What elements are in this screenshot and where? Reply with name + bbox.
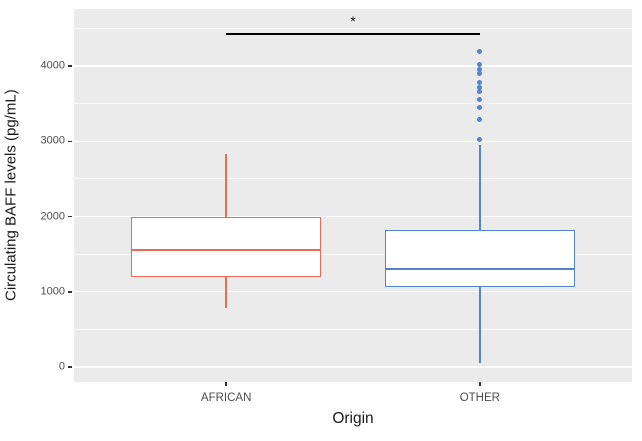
whisker-upper — [225, 154, 227, 217]
y-tick-mark — [68, 366, 72, 368]
median-line — [131, 248, 322, 252]
boxplot-african — [74, 9, 632, 382]
gridline-major — [74, 291, 632, 293]
whisker-lower — [225, 277, 227, 308]
y-tick-mark — [68, 215, 72, 218]
gridline-minor — [74, 178, 632, 180]
y-tick-label: 3000 — [40, 134, 65, 147]
outlier-dot — [477, 137, 483, 143]
gridline-minor — [74, 328, 632, 330]
gridline-major — [74, 366, 632, 368]
x-tick-label-african: AFRICAN — [200, 392, 252, 404]
y-tick-mark — [68, 291, 72, 293]
x-tick-mark — [225, 382, 227, 386]
median-line — [384, 267, 575, 271]
y-tick-label: 2000 — [40, 210, 65, 223]
y-tick-label: 0 — [58, 360, 65, 373]
outlier-dot — [477, 61, 483, 67]
gridline-minor — [74, 103, 632, 105]
whisker-lower — [479, 287, 481, 364]
y-tick-label: 4000 — [40, 59, 65, 72]
box-iqr — [384, 229, 575, 288]
outlier-dot — [477, 66, 483, 72]
outlier-dot — [477, 48, 483, 54]
y-tick-mark — [68, 65, 72, 67]
gridline-major — [74, 140, 632, 143]
outlier-dot — [477, 117, 483, 123]
significance-star: * — [350, 12, 356, 29]
y-axis-title: Circulating BAFF levels (pg/mL) — [2, 89, 20, 302]
gridline-minor — [74, 253, 632, 255]
plot-panel: * — [74, 9, 632, 382]
outlier-dot — [477, 71, 483, 77]
gridline-minor — [74, 28, 632, 30]
y-tick-mark — [68, 140, 72, 143]
outlier-dot — [477, 105, 483, 110]
gridline-major — [74, 215, 632, 218]
outlier-dot — [477, 84, 483, 90]
x-tick-label-other: OTHER — [459, 392, 500, 404]
significance-line — [226, 32, 480, 35]
gridline-major — [74, 65, 632, 67]
y-tick-label: 1000 — [40, 285, 65, 298]
x-axis-title: Origin — [332, 410, 374, 427]
outlier-dot — [477, 80, 483, 86]
outlier-dot — [477, 97, 483, 103]
box-iqr — [131, 216, 322, 278]
boxplot-other — [74, 9, 632, 382]
outlier-dot — [477, 89, 483, 95]
whisker-upper — [479, 145, 481, 230]
x-tick-mark — [479, 382, 481, 386]
